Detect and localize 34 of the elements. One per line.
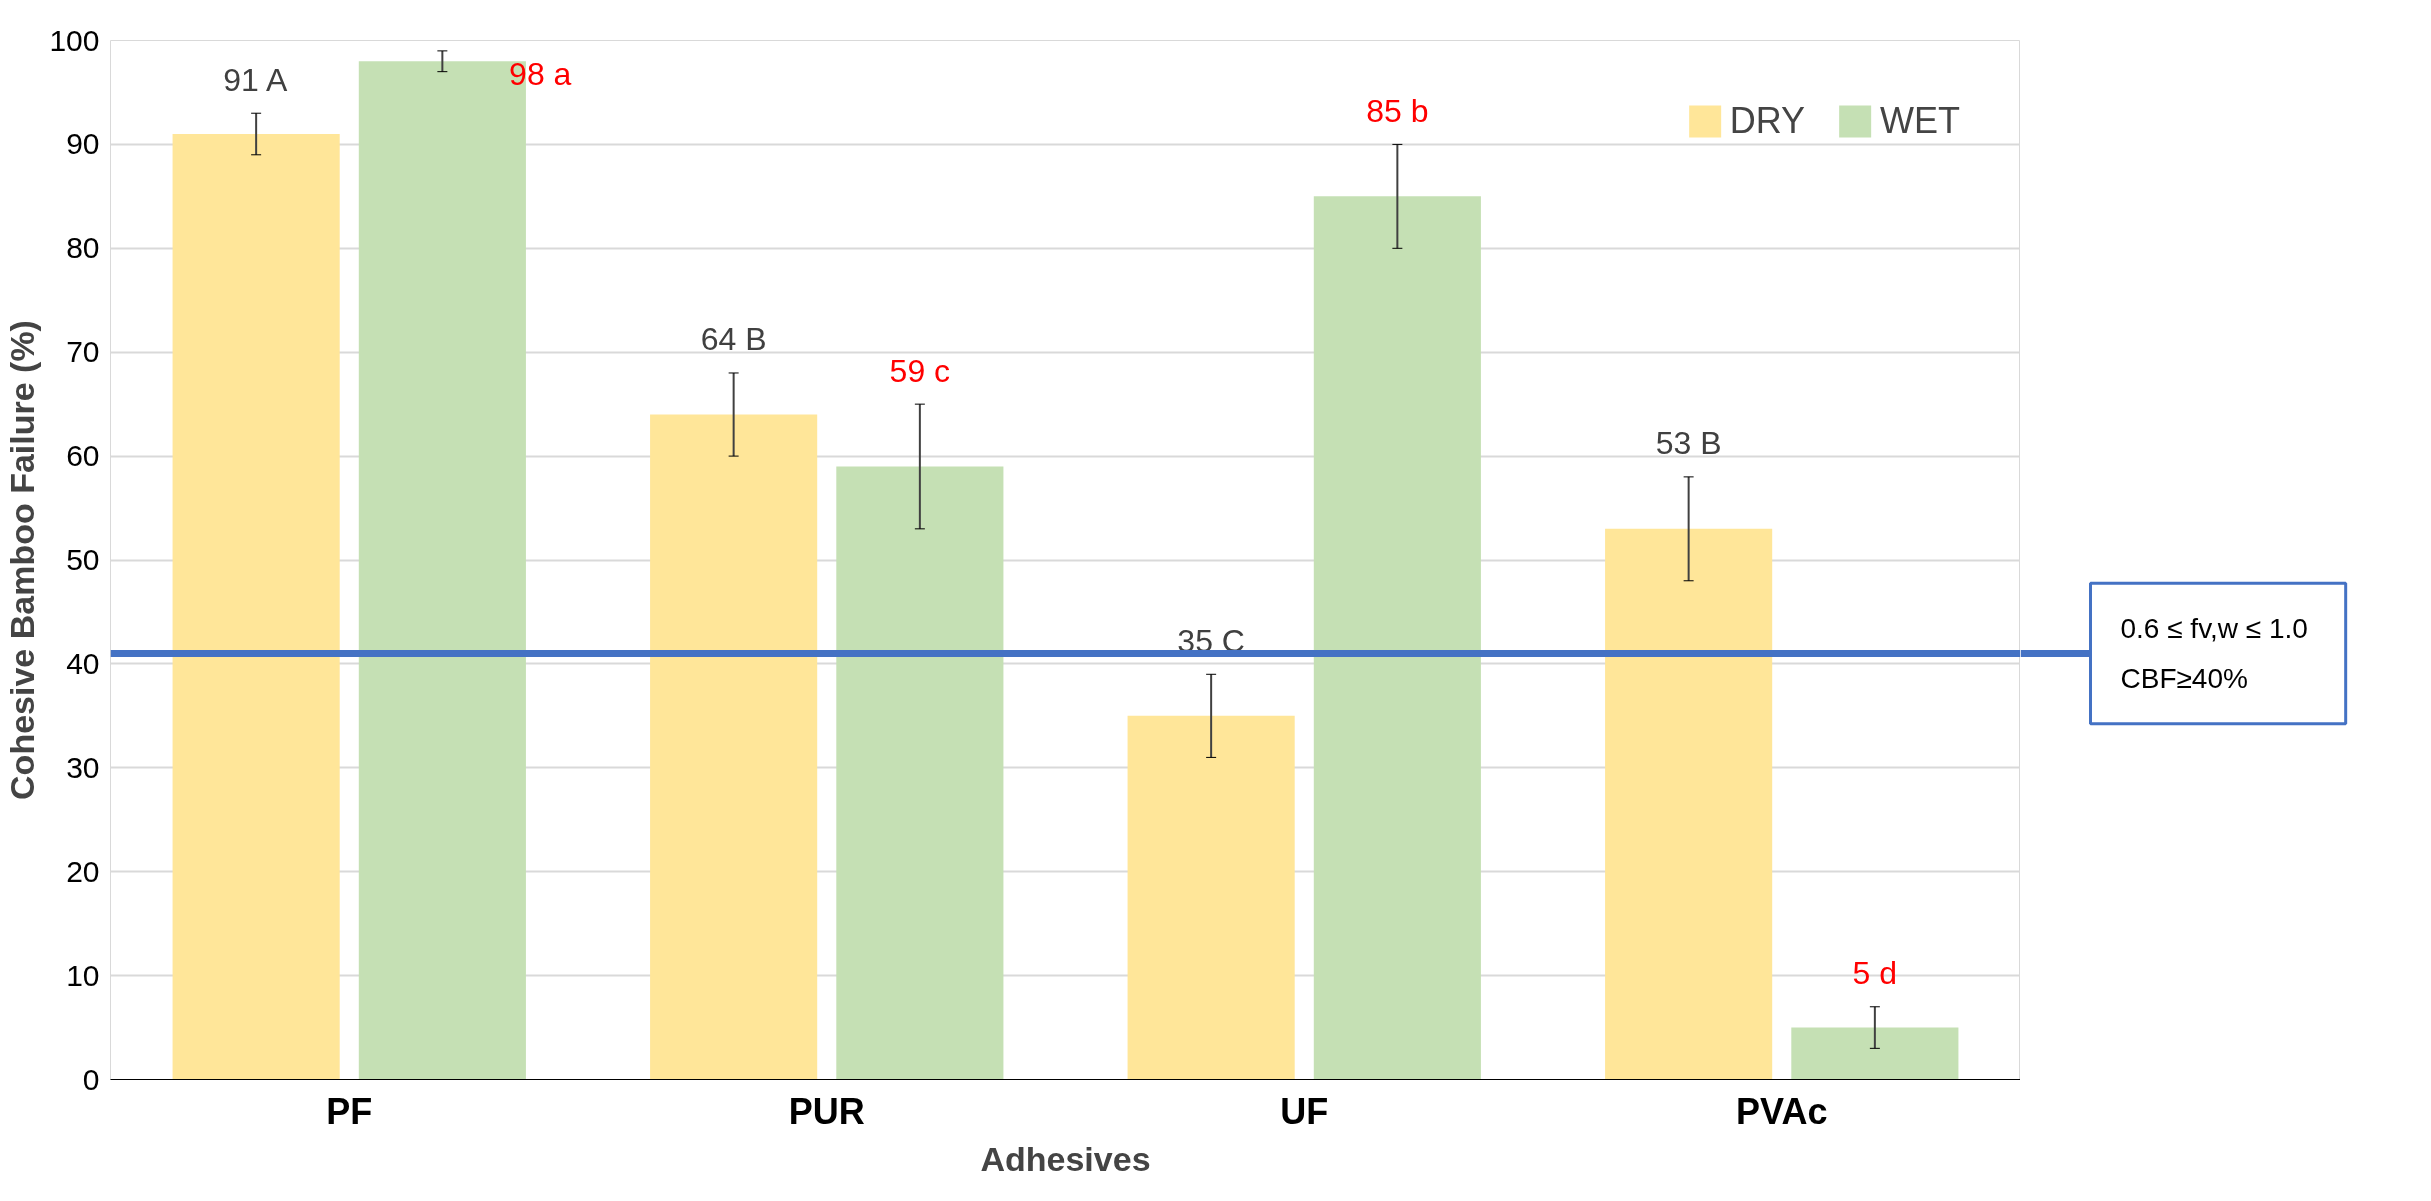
legend-label: DRY (1729, 100, 1806, 142)
y-tick-label: 30 (66, 750, 100, 784)
x-tick-label: PUR (788, 1090, 865, 1132)
y-tick-label: 10 (66, 958, 100, 992)
x-tick-label: PF (326, 1090, 373, 1132)
data-label: 64 B (700, 321, 767, 358)
ref-line-label: 0.6 ≤ fv,w ≤ 1.0 CBF≥40% (2120, 613, 2308, 694)
bar (1313, 196, 1481, 1080)
data-label: 5 d (1852, 955, 1898, 992)
legend-label: WET (1880, 100, 1960, 142)
y-tick-label: 50 (66, 543, 100, 576)
data-label: 91 A (223, 61, 288, 98)
bar (1127, 715, 1295, 1080)
y-axis-title: Cohesive Bamboo Failure (%) (3, 320, 42, 800)
y-tick-label: 70 (66, 335, 100, 369)
x-axis-title: Adhesives (980, 1139, 1151, 1178)
bar (1791, 1027, 1959, 1080)
data-label: 85 b (1366, 92, 1429, 129)
y-tick-label: 90 (66, 127, 100, 161)
data-label: 59 c (889, 352, 951, 389)
y-tick-label: 80 (66, 231, 100, 265)
bar (172, 134, 340, 1080)
y-tick-label: 20 (66, 854, 100, 888)
y-tick-label: 40 (66, 646, 100, 680)
data-label: 98 a (509, 56, 572, 93)
bar (650, 414, 818, 1080)
y-tick-label: 0 (82, 1062, 100, 1096)
bar (1605, 528, 1773, 1080)
x-tick-label: UF (1280, 1090, 1329, 1132)
x-tick-label: PVAc (1736, 1090, 1828, 1132)
data-label: 53 B (1655, 425, 1722, 462)
y-tick-label: 60 (66, 439, 100, 473)
y-tick-label: 100 (49, 23, 100, 57)
bar (836, 466, 1004, 1080)
